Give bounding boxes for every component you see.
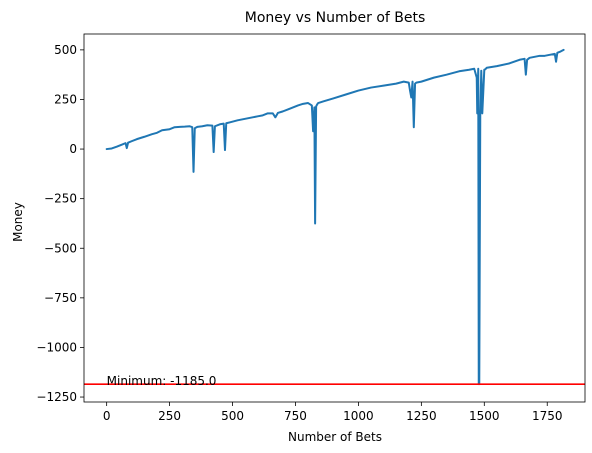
- y-tick-label: −500: [44, 241, 77, 255]
- x-tick-label: 1500: [469, 409, 500, 423]
- y-tick-label: −750: [44, 291, 77, 305]
- x-tick-label: 250: [158, 409, 181, 423]
- plot-frame: [83, 33, 586, 403]
- x-axis-title: Number of Bets: [288, 430, 382, 444]
- x-tick-label: 0: [103, 409, 111, 423]
- y-tick-label: 250: [54, 92, 77, 106]
- y-tick-label: 500: [54, 43, 77, 57]
- x-axis-ticks: 0 250 500 750 1000 1250 1500 1750: [103, 402, 563, 423]
- x-tick-label: 1000: [343, 409, 374, 423]
- minimum-annotation: Minimum: -1185.0: [107, 374, 217, 388]
- x-tick-label: 750: [284, 409, 307, 423]
- x-tick-label: 1250: [406, 409, 437, 423]
- chart-title: Money vs Number of Bets: [245, 10, 426, 26]
- y-axis-title: Money: [11, 202, 25, 242]
- y-tick-label: −1000: [36, 340, 77, 354]
- series-line-0: [105, 48, 565, 386]
- x-tick-label: 1750: [532, 409, 563, 423]
- y-axis-ticks: −1250 −1000 −750 −500 −250 0 250 500: [36, 43, 84, 404]
- y-tick-label: 0: [69, 142, 77, 156]
- y-tick-label: −1250: [36, 390, 77, 404]
- plot-content: Minimum: -1185.0: [84, 48, 585, 388]
- y-tick-label: −250: [44, 192, 77, 206]
- x-tick-label: 500: [221, 409, 244, 423]
